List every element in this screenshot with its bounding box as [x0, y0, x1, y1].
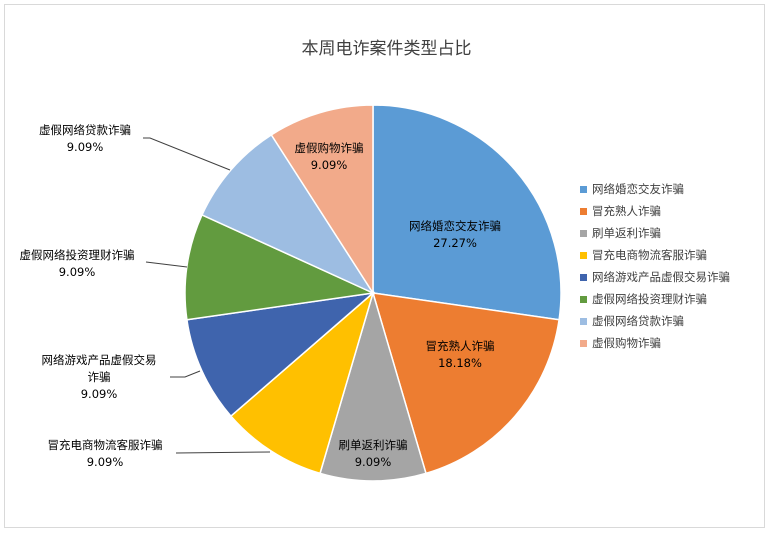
leader-line-4	[170, 370, 201, 378]
legend-label: 冒充电商物流客服诈骗	[592, 248, 707, 262]
legend-item-6: 虚假网络贷款诈骗	[580, 310, 730, 332]
legend-item-2: 刷单返利诈骗	[580, 222, 730, 244]
legend-label: 冒充熟人诈骗	[592, 204, 661, 218]
data-label-name-3: 冒充电商物流客服诈骗	[48, 438, 163, 452]
pie-slice-6	[200, 133, 376, 295]
pie-slice-1	[371, 292, 560, 475]
legend-swatch	[580, 251, 587, 259]
legend-label: 网络游戏产品虚假交易诈骗	[592, 270, 730, 284]
legend-swatch	[580, 317, 587, 325]
chart-area	[4, 4, 765, 528]
data-label-name-2: 刷单返利诈骗	[339, 438, 408, 452]
data-label-name-0: 网络婚恋交友诈骗	[409, 219, 501, 233]
data-label-name-1: 冒充熟人诈骗	[426, 339, 495, 353]
data-label-value-6: 9.09%	[67, 140, 104, 154]
leader-line-3	[175, 451, 271, 454]
data-label-name-5: 虚假网络投资理财诈骗	[20, 248, 135, 262]
pie-slice-0	[372, 104, 562, 321]
legend-label: 虚假网络贷款诈骗	[592, 314, 684, 328]
legend: 网络婚恋交友诈骗 冒充熟人诈骗 刷单返利诈骗冒充电商物流客服诈骗网络游戏产品虚假交易…	[580, 178, 730, 354]
legend-swatch	[580, 339, 587, 347]
legend-swatch	[580, 185, 587, 193]
data-label-value-3: 9.09%	[87, 455, 124, 469]
legend-label: 虚假网络投资理财诈骗	[592, 292, 707, 306]
data-label-name-6: 虚假网络贷款诈骗	[39, 123, 131, 137]
leader-line-6	[143, 137, 231, 171]
legend-item-0: 网络婚恋交友诈骗	[580, 178, 730, 200]
legend-item-3: 冒充电商物流客服诈骗	[580, 244, 730, 266]
legend-swatch	[580, 229, 587, 237]
data-label-name-4: 诈骗	[88, 370, 111, 384]
data-label-value-1: 18.18%	[438, 356, 482, 370]
pie-slice-7	[270, 104, 374, 296]
chart-title: 本周电诈案件类型占比	[301, 39, 472, 59]
legend-label: 刷单返利诈骗	[592, 226, 661, 240]
legend-item-5: 虚假网络投资理财诈骗	[580, 288, 730, 310]
pie-slice-3	[229, 290, 375, 475]
pie-slice-5	[184, 213, 376, 321]
legend-item-4: 网络游戏产品虚假交易诈骗	[580, 266, 730, 288]
legend-item-1: 冒充熟人诈骗	[580, 200, 730, 222]
legend-swatch	[580, 273, 587, 281]
legend-label: 网络婚恋交友诈骗	[592, 182, 684, 196]
data-label-value-0: 27.27%	[433, 236, 477, 250]
legend-item-7: 虚假购物诈骗	[580, 332, 730, 354]
data-label-name-4: 网络游戏产品虚假交易	[42, 353, 157, 367]
data-label-value-5: 9.09%	[59, 265, 96, 279]
leader-line-5	[145, 261, 188, 268]
legend-label: 虚假购物诈骗	[592, 336, 661, 350]
data-label-value-4: 9.09%	[81, 387, 118, 401]
data-label-value-2: 9.09%	[355, 455, 392, 469]
data-label-name-7: 虚假购物诈骗	[295, 141, 364, 155]
legend-swatch	[580, 207, 587, 215]
pie-slice-2	[319, 290, 427, 482]
data-label-value-7: 9.09%	[311, 158, 348, 172]
legend-swatch	[580, 295, 587, 303]
pie-slice-4	[186, 291, 376, 418]
